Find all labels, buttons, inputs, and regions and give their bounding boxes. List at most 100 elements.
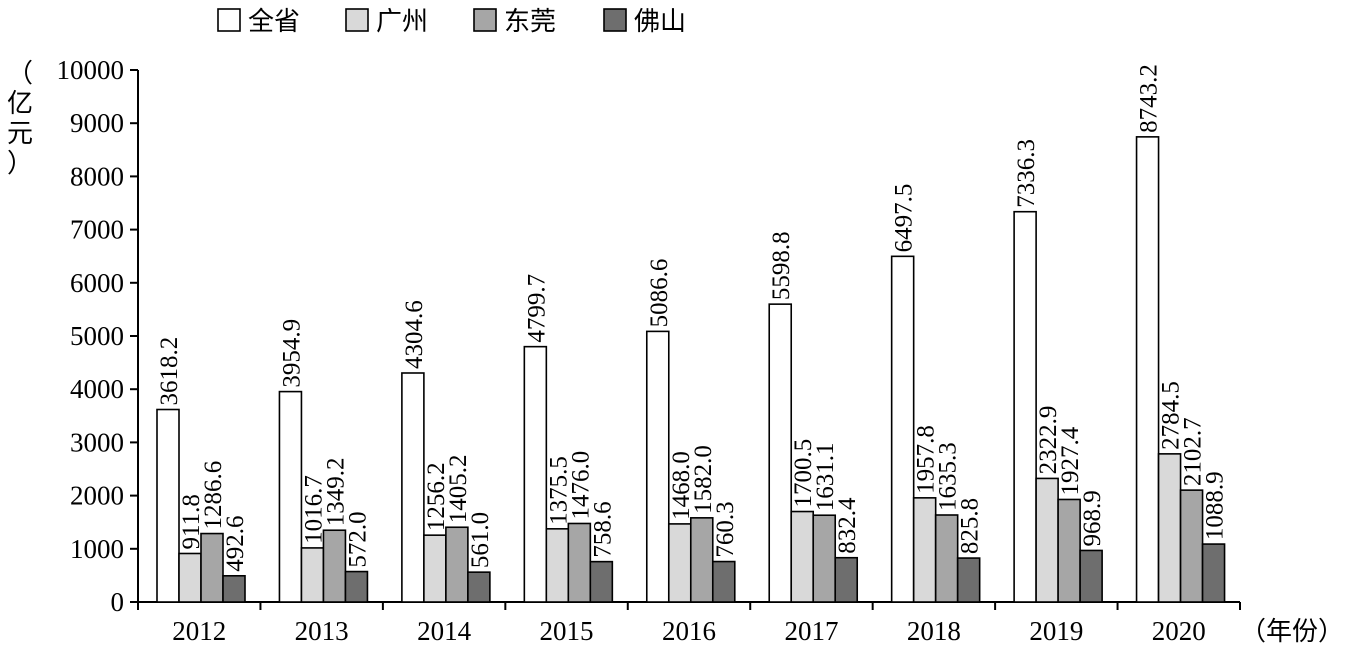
x-tick-label: 2020 [1152, 616, 1206, 646]
data-label: 3954.9 [278, 319, 305, 388]
data-label: 561.0 [467, 512, 494, 568]
bar-2014-1 [423, 534, 447, 603]
data-label: 1957.8 [913, 425, 940, 494]
x-axis: 2012 2013 2014 2015 2016 2017 2018 2019 2020 （年份） [137, 601, 1344, 647]
x-tick-label: 2017 [784, 616, 838, 646]
x-tick-label: 2014 [417, 616, 472, 646]
bar-2012-0 [156, 408, 180, 603]
data-label: 832.4 [834, 497, 861, 554]
bar-2012-3 [222, 574, 246, 603]
y-tick-label: 9000 [70, 108, 124, 138]
legend-label-1: 广州 [376, 7, 428, 37]
bar-2013-0 [278, 390, 303, 603]
data-label: 1375.5 [545, 456, 572, 525]
bar-2016-2 [689, 517, 714, 603]
data-label: 8743.2 [1136, 64, 1163, 133]
bar-2020-1 [1157, 453, 1182, 603]
legend-swatch-1 [345, 8, 369, 32]
data-label: 1927.4 [1057, 426, 1084, 495]
bar-2019-1 [1035, 477, 1059, 603]
data-label: 1286.6 [200, 461, 227, 530]
bar-2016-3 [711, 560, 736, 603]
bar-2015-3 [589, 560, 614, 603]
y-tick-label: 3000 [70, 427, 124, 457]
legend-label-3: 佛山 [634, 7, 686, 37]
bar-2015-0 [523, 345, 548, 603]
data-label: 2784.5 [1158, 381, 1185, 450]
bar-2018-2 [934, 514, 959, 603]
data-label: 1700.5 [790, 439, 817, 508]
bar-2020-3 [1201, 543, 1226, 603]
bar-2017-0 [768, 303, 793, 603]
bar-2017-2 [812, 514, 837, 603]
bar-2015-1 [545, 528, 570, 603]
y-label-text: （亿元） [7, 59, 33, 179]
data-label: 1631.1 [812, 442, 839, 511]
data-label: 1476.0 [567, 451, 594, 520]
bar-2019-0 [1013, 210, 1037, 603]
bar-2019-2 [1057, 498, 1081, 603]
data-label: 572.0 [344, 511, 371, 567]
y-tick-label: 4000 [70, 374, 124, 404]
x-tick-label: 2016 [662, 616, 716, 646]
bar-2018-3 [956, 557, 981, 603]
y-axis-label: （亿元） [7, 59, 33, 179]
y-tick-label: 5000 [70, 321, 124, 351]
bar-2015-2 [567, 522, 592, 603]
bar-2019-3 [1079, 549, 1103, 603]
legend-label-0: 全省 [248, 7, 300, 37]
data-label: 4799.7 [523, 274, 550, 343]
bar-2020-0 [1135, 136, 1160, 603]
legend-swatch-3 [603, 8, 627, 32]
data-label: 492.6 [222, 516, 249, 572]
bar-2012-2 [200, 532, 224, 603]
bar-2013-1 [300, 547, 325, 603]
y-tick-label: 10000 [57, 55, 125, 85]
data-label: 1256.2 [423, 462, 450, 531]
bar-2017-1 [790, 510, 815, 603]
x-tick-label: 2013 [295, 616, 349, 646]
bar-2013-2 [322, 529, 347, 603]
x-tick-label: 2012 [172, 616, 226, 646]
data-label: 6497.5 [891, 184, 918, 253]
y-axis: 0 1000 2000 3000 4000 5000 6000 7000 8000 9000 100… [57, 55, 139, 617]
y-tick-label: 2000 [70, 481, 124, 511]
data-label: 1405.2 [445, 454, 472, 523]
data-label: 1088.9 [1202, 471, 1229, 540]
data-label: 1468.0 [668, 451, 695, 520]
bar-2012-1 [178, 552, 202, 603]
y-tick-label: 0 [111, 587, 125, 617]
data-label: 825.8 [957, 498, 984, 554]
data-label: 1016.7 [300, 475, 327, 544]
legend-swatch-0 [217, 8, 241, 32]
data-label: 2322.9 [1035, 406, 1062, 475]
data-label: 758.6 [589, 501, 616, 557]
legend-label-2: 东莞 [504, 7, 556, 37]
y-tick-label: 1000 [70, 534, 124, 564]
bar-2013-3 [344, 570, 369, 603]
data-label: 5086.6 [646, 259, 673, 328]
data-label: 2102.7 [1180, 417, 1207, 486]
data-label: 968.9 [1079, 490, 1106, 546]
legend: 全省 广州 东莞 佛山 [217, 7, 686, 37]
data-label: 760.3 [712, 501, 739, 557]
bar-2014-3 [467, 571, 491, 603]
data-label: 1635.3 [935, 442, 962, 511]
x-tick-label: 2019 [1029, 616, 1083, 646]
bar-2016-1 [667, 523, 692, 603]
x-tick-label: 2018 [907, 616, 961, 646]
data-label: 4304.6 [401, 300, 428, 369]
bars [156, 136, 1226, 603]
bar-2018-0 [890, 255, 915, 603]
data-label: 911.8 [178, 494, 205, 549]
bar-2014-0 [401, 372, 425, 603]
legend-swatch-2 [473, 8, 497, 32]
y-tick-label: 6000 [70, 268, 124, 298]
data-label: 7336.3 [1013, 139, 1040, 208]
bar-2020-2 [1179, 489, 1204, 603]
data-label: 1349.2 [322, 457, 349, 526]
bar-2017-3 [834, 556, 859, 603]
data-label: 3618.2 [156, 337, 183, 406]
